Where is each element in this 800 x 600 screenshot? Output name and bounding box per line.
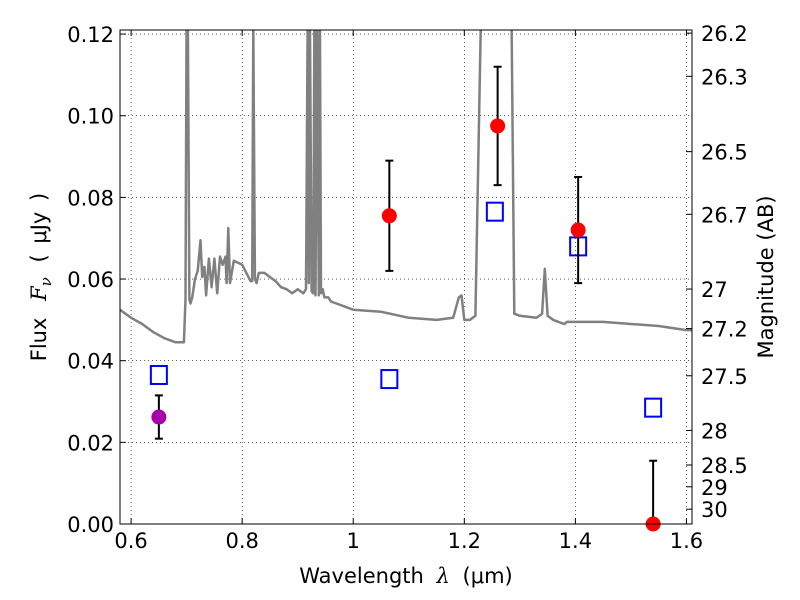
observed-flux-point <box>490 118 506 134</box>
x-tick-label: 1.2 <box>448 529 481 553</box>
magnitude-tick-label: 27.2 <box>701 318 748 342</box>
y-tick-label: 0.06 <box>67 268 114 292</box>
model-photometry-square <box>485 201 504 222</box>
x-tick-label: 0.8 <box>225 529 258 553</box>
magnitude-tick-label: 26.5 <box>701 141 748 165</box>
magnitude-tick-label: 28 <box>701 419 728 443</box>
axis-ticks: 0.6 0.8 1 1.2 1.4 1.6 0.00 0.02 0.04 0.06 0.08 0.10… <box>67 22 748 553</box>
magnitude-tick-label: 27.5 <box>701 365 748 389</box>
plot-frame <box>119 29 693 525</box>
magnitude-tick-label: 26.7 <box>701 203 748 227</box>
y-tick-label: 0.10 <box>67 105 114 129</box>
model-photometry-square <box>380 369 399 390</box>
y-tick-label: 0.02 <box>67 431 114 455</box>
observed-flux-point <box>381 208 397 224</box>
x-tick-label: 1.4 <box>559 529 592 553</box>
magnitude-tick-label: 29 <box>701 476 728 500</box>
magnitude-axis-label: Magnitude (AB) <box>754 195 778 358</box>
magnitude-tick-label: 28.5 <box>701 454 748 478</box>
y-tick-label: 0.04 <box>67 350 114 374</box>
x-tick-label: 0.6 <box>114 529 147 553</box>
x-tick-label: 1 <box>347 529 360 553</box>
x-tick-label: 1.6 <box>670 529 703 553</box>
magnitude-tick-label: 30 <box>701 498 728 522</box>
observed-flux-point <box>570 222 586 238</box>
sed-model-line <box>120 30 692 344</box>
model-photometry-square <box>644 397 663 418</box>
x-axis-label: Wavelength λ (μm) <box>299 564 512 588</box>
observed-flux-point <box>151 409 167 425</box>
magnitude-tick-label: 27 <box>701 278 728 302</box>
magnitude-tick-label: 26.3 <box>701 65 748 89</box>
y-axis-label: Flux Fν ( μJy ) <box>27 193 56 362</box>
y-tick-label: 0.12 <box>67 23 114 47</box>
model-photometry-square <box>149 364 168 385</box>
y-tick-label: 0.00 <box>67 513 114 537</box>
error-bars <box>151 65 661 532</box>
y-tick-label: 0.08 <box>67 186 114 210</box>
magnitude-tick-label: 26.2 <box>701 22 748 46</box>
